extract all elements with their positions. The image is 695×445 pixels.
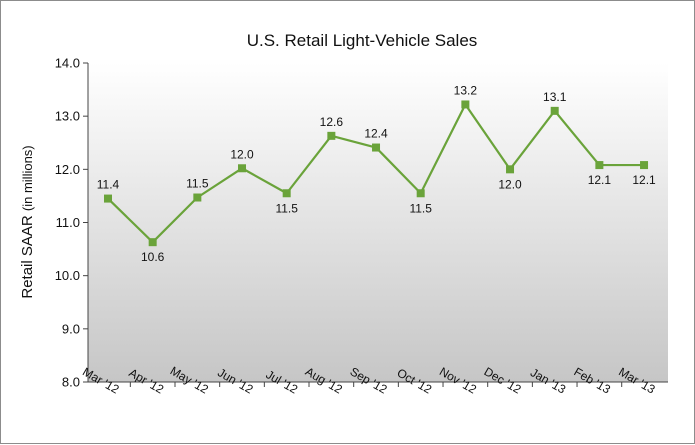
data-label: 12.1	[588, 173, 612, 187]
data-label: 12.6	[320, 115, 344, 129]
data-point-marker	[506, 165, 515, 174]
data-point-marker	[238, 164, 247, 173]
data-point-marker	[372, 143, 381, 152]
data-point-marker	[193, 193, 202, 202]
data-label: 13.2	[454, 83, 478, 97]
data-point-marker	[104, 194, 112, 203]
y-tick-label: 14.0	[55, 56, 80, 71]
series-group: 11.4 10.6 11.5 12.0 11.5 12.6 12.4 11.5 13.2 12.0…	[97, 83, 656, 264]
y-tick-label: 12.0	[55, 162, 80, 177]
data-label: 10.6	[141, 250, 165, 264]
data-label: 12.0	[498, 177, 522, 191]
data-point-marker	[550, 106, 559, 115]
data-label: 13.1	[543, 90, 567, 104]
y-tick-label: 10.0	[55, 268, 80, 283]
plot-area	[88, 63, 668, 382]
data-label: 11.5	[409, 201, 432, 215]
y-tick-label: 8.0	[62, 375, 80, 390]
data-label: 12.4	[364, 127, 388, 141]
y-tick-label: 9.0	[62, 321, 80, 336]
data-point-marker	[416, 189, 425, 198]
y-tick-group: 8.0 9.0 10.0 11.0 12.0 13.0 14.0	[55, 56, 88, 390]
data-label: 12.0	[230, 147, 254, 161]
data-label: 12.1	[632, 173, 656, 187]
data-point-marker	[282, 189, 291, 198]
chart-title: U.S. Retail Light-Vehicle Sales	[247, 31, 478, 50]
y-axis-label: Retail SAAR (in millions)	[19, 145, 36, 298]
data-point-marker	[327, 131, 336, 140]
data-label: 11.4	[97, 178, 120, 192]
data-point-marker	[461, 100, 470, 109]
data-label: 11.5	[186, 177, 209, 191]
data-point-marker	[148, 238, 157, 247]
data-point-marker	[595, 161, 604, 170]
y-tick-label: 11.0	[56, 215, 80, 230]
data-point-marker	[640, 161, 649, 170]
y-tick-label: 13.0	[55, 109, 80, 124]
data-label: 11.5	[275, 201, 298, 215]
